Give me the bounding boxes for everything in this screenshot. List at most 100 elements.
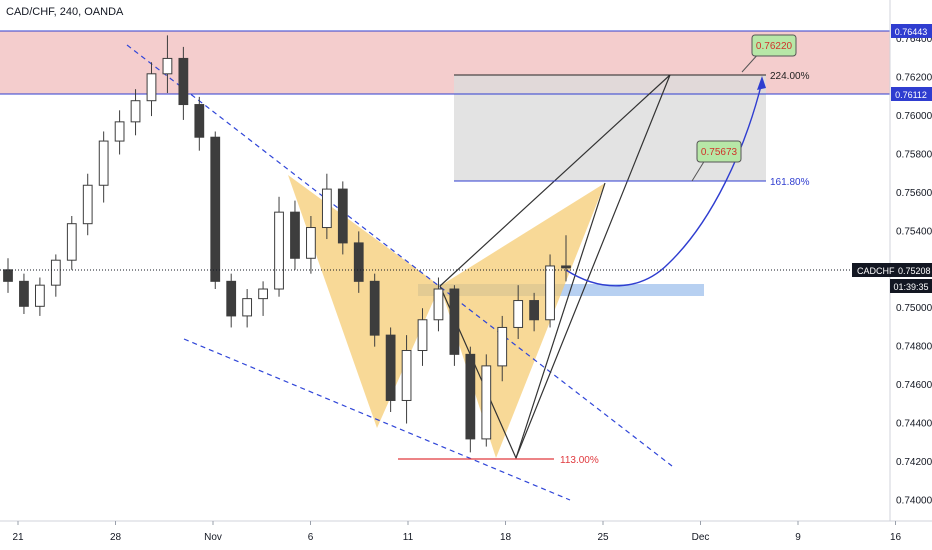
candle-body bbox=[385, 334, 396, 401]
candle bbox=[114, 110, 125, 155]
candle bbox=[98, 131, 109, 203]
candle bbox=[210, 131, 221, 290]
chart-title: CAD/CHF, 240, OANDA bbox=[6, 6, 124, 18]
candle-body bbox=[19, 280, 29, 307]
candle bbox=[337, 181, 348, 255]
x-tick-label: 25 bbox=[597, 532, 609, 543]
candle bbox=[66, 216, 77, 270]
candle-body bbox=[226, 280, 237, 317]
x-tick-label: Nov bbox=[204, 532, 222, 543]
x-tick-label: 28 bbox=[110, 532, 122, 543]
y-tick-label: 0.76400 bbox=[896, 34, 932, 45]
zone-lower-label: 0.76112 bbox=[891, 87, 932, 101]
y-tick-label: 0.76000 bbox=[896, 111, 932, 122]
candle-body bbox=[242, 298, 253, 317]
x-tick-label: 16 bbox=[890, 532, 902, 543]
y-tick-label: 0.75800 bbox=[896, 150, 932, 161]
candle bbox=[130, 89, 141, 136]
candle-body bbox=[433, 288, 444, 321]
x-tick-label: 21 bbox=[12, 532, 24, 543]
candle bbox=[178, 46, 189, 120]
candle bbox=[481, 354, 492, 447]
candle-body bbox=[290, 211, 300, 259]
candle-body bbox=[561, 265, 571, 269]
candle bbox=[497, 315, 508, 382]
wedge-upper-line bbox=[126, 44, 673, 467]
target-1-label: 0.76220 bbox=[756, 41, 793, 52]
candle-body bbox=[465, 353, 476, 440]
countdown-value: 01:39:35 bbox=[893, 282, 928, 292]
candle bbox=[401, 335, 412, 424]
y-tick-label: 0.76200 bbox=[896, 73, 932, 84]
candle bbox=[513, 285, 524, 339]
candle-body bbox=[306, 227, 316, 259]
y-tick-label: 0.75000 bbox=[896, 303, 932, 314]
current-price-value: 0.75208 bbox=[898, 266, 931, 276]
current-price-badge: CADCHF 0.75208 bbox=[852, 263, 932, 277]
fib-161-label: 161.80% bbox=[770, 177, 810, 188]
candle bbox=[369, 273, 380, 347]
projection-path bbox=[565, 81, 763, 287]
candle-body bbox=[481, 365, 492, 440]
candle bbox=[306, 216, 316, 274]
x-tick-label: 11 bbox=[403, 532, 414, 543]
y-tick-label: 0.75600 bbox=[896, 188, 932, 199]
candle-body bbox=[98, 140, 109, 186]
fib-224-label: 224.00% bbox=[770, 71, 810, 82]
candle bbox=[385, 327, 396, 412]
candle-body bbox=[529, 300, 539, 321]
y-tick-label: 0.75400 bbox=[896, 226, 932, 237]
x-tick-label: 6 bbox=[308, 532, 314, 543]
x-tick-label: 9 bbox=[795, 532, 801, 543]
price-axis bbox=[890, 0, 932, 521]
y-tick-label: 0.74800 bbox=[896, 342, 932, 353]
candle-body bbox=[82, 184, 93, 225]
candle bbox=[545, 254, 555, 328]
candle bbox=[433, 277, 444, 332]
candle-body bbox=[50, 259, 61, 286]
candle-body bbox=[66, 223, 77, 261]
candle-body bbox=[194, 104, 205, 138]
candle-body bbox=[258, 288, 268, 300]
candle bbox=[321, 173, 332, 240]
candle bbox=[226, 273, 237, 328]
projection-arrowhead bbox=[757, 76, 766, 90]
candle-body bbox=[130, 100, 141, 123]
candle-body bbox=[146, 73, 157, 102]
zone-upper-label: 0.76443 bbox=[891, 24, 932, 38]
candle bbox=[449, 285, 460, 366]
harmonic-pattern-left bbox=[288, 175, 440, 428]
candle bbox=[290, 200, 300, 270]
candle bbox=[50, 254, 61, 297]
candle-body bbox=[513, 300, 524, 328]
candle-body bbox=[337, 188, 348, 244]
candle bbox=[274, 196, 284, 297]
y-tick-label: 0.74400 bbox=[896, 419, 932, 430]
wedge-lower-line bbox=[183, 338, 571, 501]
y-tick-label: 0.74000 bbox=[896, 495, 932, 506]
symbol-label: CADCHF bbox=[857, 266, 895, 276]
candle-body bbox=[545, 265, 555, 321]
candle-body bbox=[321, 188, 332, 229]
candle-body bbox=[3, 269, 13, 282]
candle-body bbox=[449, 288, 460, 355]
candle bbox=[19, 273, 29, 314]
candle-body bbox=[178, 57, 189, 106]
target-zone bbox=[454, 75, 766, 181]
candle-body bbox=[35, 284, 45, 307]
candle-body bbox=[114, 121, 125, 142]
candle bbox=[35, 277, 45, 316]
svg-text:0.76443: 0.76443 bbox=[895, 27, 928, 37]
candle bbox=[194, 96, 205, 151]
candle bbox=[258, 281, 268, 316]
x-tick-label: Dec bbox=[692, 532, 710, 543]
target-callout-1: 0.76220 bbox=[741, 34, 797, 73]
svg-text:0.76112: 0.76112 bbox=[895, 90, 927, 100]
countdown-badge: 01:39:35 bbox=[890, 279, 932, 293]
candle-body bbox=[497, 326, 508, 367]
fib-113-label: 113.00% bbox=[560, 455, 599, 466]
candle-body bbox=[369, 280, 380, 336]
candle bbox=[242, 289, 253, 328]
time-axis-ticks: 21 28 Nov 6 11 18 25 Dec 9 16 bbox=[12, 521, 901, 543]
